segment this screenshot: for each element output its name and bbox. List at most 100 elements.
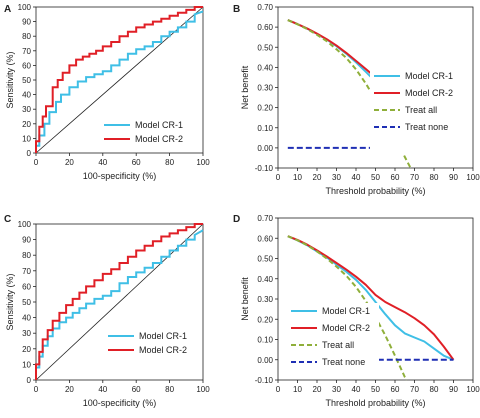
y-axis-label: Net benefit xyxy=(240,277,250,321)
x-tick-label: 0 xyxy=(34,158,39,167)
x-tick-label: 60 xyxy=(391,173,400,182)
x-tick-label: 40 xyxy=(352,173,361,182)
legend-entry: Model CR-2 xyxy=(405,88,453,98)
y-tick-label: 0.40 xyxy=(257,63,273,72)
y-tick-label: 0.50 xyxy=(257,255,273,264)
x-tick-label: 30 xyxy=(332,385,341,394)
x-tick-label: 80 xyxy=(430,385,439,394)
legend-entry: Model CR-1 xyxy=(405,71,453,81)
y-tick-label: 30 xyxy=(22,329,31,338)
series-line-model-cr-2 xyxy=(35,223,203,380)
x-tick-label: 50 xyxy=(371,385,380,394)
legend-entry: Treat none xyxy=(405,122,448,132)
series-line-model-cr-2 xyxy=(35,6,203,153)
x-tick-label: 100 xyxy=(466,173,480,182)
x-tick-label: 40 xyxy=(98,158,107,167)
legend: Model CR-1 Model CR-2 Treat all Treat none xyxy=(287,303,379,375)
y-tick-label: 60 xyxy=(22,61,31,70)
series-line-treat-all xyxy=(287,235,408,381)
y-tick-label: 40 xyxy=(22,314,31,323)
legend-entry: Treat all xyxy=(322,340,354,350)
y-tick-label: 0.70 xyxy=(257,214,273,223)
y-axis-label: Net benefit xyxy=(240,65,250,109)
y-tick-label: 10 xyxy=(22,134,31,143)
x-tick-label: 0 xyxy=(34,385,39,394)
y-tick-label: -0.10 xyxy=(255,376,274,385)
x-tick-label: 80 xyxy=(430,173,439,182)
y-tick-label: 60 xyxy=(22,282,31,291)
x-axis-label: Threshold probability (%) xyxy=(325,398,425,408)
panel-label: C xyxy=(4,214,11,225)
y-tick-label: 0.10 xyxy=(257,336,273,345)
y-tick-label: 10 xyxy=(22,360,31,369)
x-tick-label: 80 xyxy=(165,385,174,394)
x-tick-label: 60 xyxy=(132,158,141,167)
legend: Model CR-1 Model CR-2 Treat all Treat none xyxy=(370,68,462,154)
legend-entry: Model CR-2 xyxy=(322,323,370,333)
x-tick-label: 40 xyxy=(352,385,361,394)
y-axis-label: Sensitivity (%) xyxy=(5,273,15,330)
panel-c: C 0 20 40 60 80 100 0 10 20 30 40 50 60 70 80 90 100 100-s… xyxy=(4,214,210,408)
y-tick-label: 20 xyxy=(22,345,31,354)
x-tick-label: 70 xyxy=(410,173,419,182)
y-tick-label: 0.00 xyxy=(257,144,273,153)
y-tick-label: 0.10 xyxy=(257,124,273,133)
x-tick-label: 0 xyxy=(276,173,281,182)
y-tick-label: 0.30 xyxy=(257,84,273,93)
x-tick-label: 40 xyxy=(98,385,107,394)
y-tick-label: 30 xyxy=(22,105,31,114)
y-tick-label: 0.00 xyxy=(257,356,273,365)
y-tick-label: 80 xyxy=(22,32,31,41)
x-axis-label: Threshold probability (%) xyxy=(325,186,425,196)
y-tick-label: 0 xyxy=(27,149,32,158)
x-tick-label: 100 xyxy=(196,158,210,167)
x-tick-label: 20 xyxy=(65,158,74,167)
x-tick-label: 10 xyxy=(293,385,302,394)
y-tick-label: 0.20 xyxy=(257,104,273,113)
x-tick-label: 20 xyxy=(313,173,322,182)
panel-label: B xyxy=(233,4,240,15)
series-line-model-cr-1 xyxy=(35,10,204,153)
y-tick-label: 40 xyxy=(22,91,31,100)
x-tick-label: 100 xyxy=(196,385,210,394)
legend-box xyxy=(100,117,195,149)
y-tick-label: 0.20 xyxy=(257,315,273,324)
x-tick-label: 70 xyxy=(410,385,419,394)
series-line-model-cr-1 xyxy=(35,229,204,380)
legend-entry: Model CR-2 xyxy=(135,134,183,144)
y-tick-label: 0 xyxy=(27,376,32,385)
series-line-model-cr-2 xyxy=(287,235,455,361)
legend-entry: Model CR-1 xyxy=(322,306,370,316)
legend: Model CR-1 Model CR-2 xyxy=(100,117,195,149)
y-tick-label: 50 xyxy=(22,298,31,307)
y-tick-label: 70 xyxy=(22,267,31,276)
x-axis-label: 100-specificity (%) xyxy=(83,171,157,181)
y-tick-label: 0.30 xyxy=(257,295,273,304)
x-tick-label: 50 xyxy=(371,173,380,182)
x-tick-label: 10 xyxy=(293,173,302,182)
legend: Model CR-1 Model CR-2 xyxy=(104,328,199,360)
x-tick-label: 60 xyxy=(132,385,141,394)
legend-entry: Model CR-2 xyxy=(139,345,187,355)
panel-label: D xyxy=(233,214,240,225)
panel-a: A 0 20 40 60 80 100 0 10 20 30 40 50 60 70 80 90 100 100-s… xyxy=(4,3,210,181)
y-tick-label: 0.60 xyxy=(257,23,273,32)
y-tick-label: 100 xyxy=(18,3,32,12)
y-tick-label: 0.50 xyxy=(257,43,273,52)
y-tick-label: 80 xyxy=(22,251,31,260)
panel-label: A xyxy=(4,4,11,15)
x-tick-label: 100 xyxy=(466,385,480,394)
y-tick-label: 0.40 xyxy=(257,275,273,284)
legend-box xyxy=(104,328,199,360)
y-tick-label: 50 xyxy=(22,76,31,85)
x-tick-label: 90 xyxy=(449,173,458,182)
y-tick-label: 0.70 xyxy=(257,3,273,12)
y-tick-label: 20 xyxy=(22,120,31,129)
x-tick-label: 30 xyxy=(332,173,341,182)
x-tick-label: 60 xyxy=(391,385,400,394)
y-tick-label: 100 xyxy=(18,220,32,229)
legend-entry: Treat all xyxy=(405,105,437,115)
x-tick-label: 20 xyxy=(65,385,74,394)
legend-entry: Model CR-1 xyxy=(139,331,187,341)
panel-d: D 0 10 20 30 40 50 60 70 80 90 100 -0.10 0.00 0.10 0.20… xyxy=(233,214,480,408)
